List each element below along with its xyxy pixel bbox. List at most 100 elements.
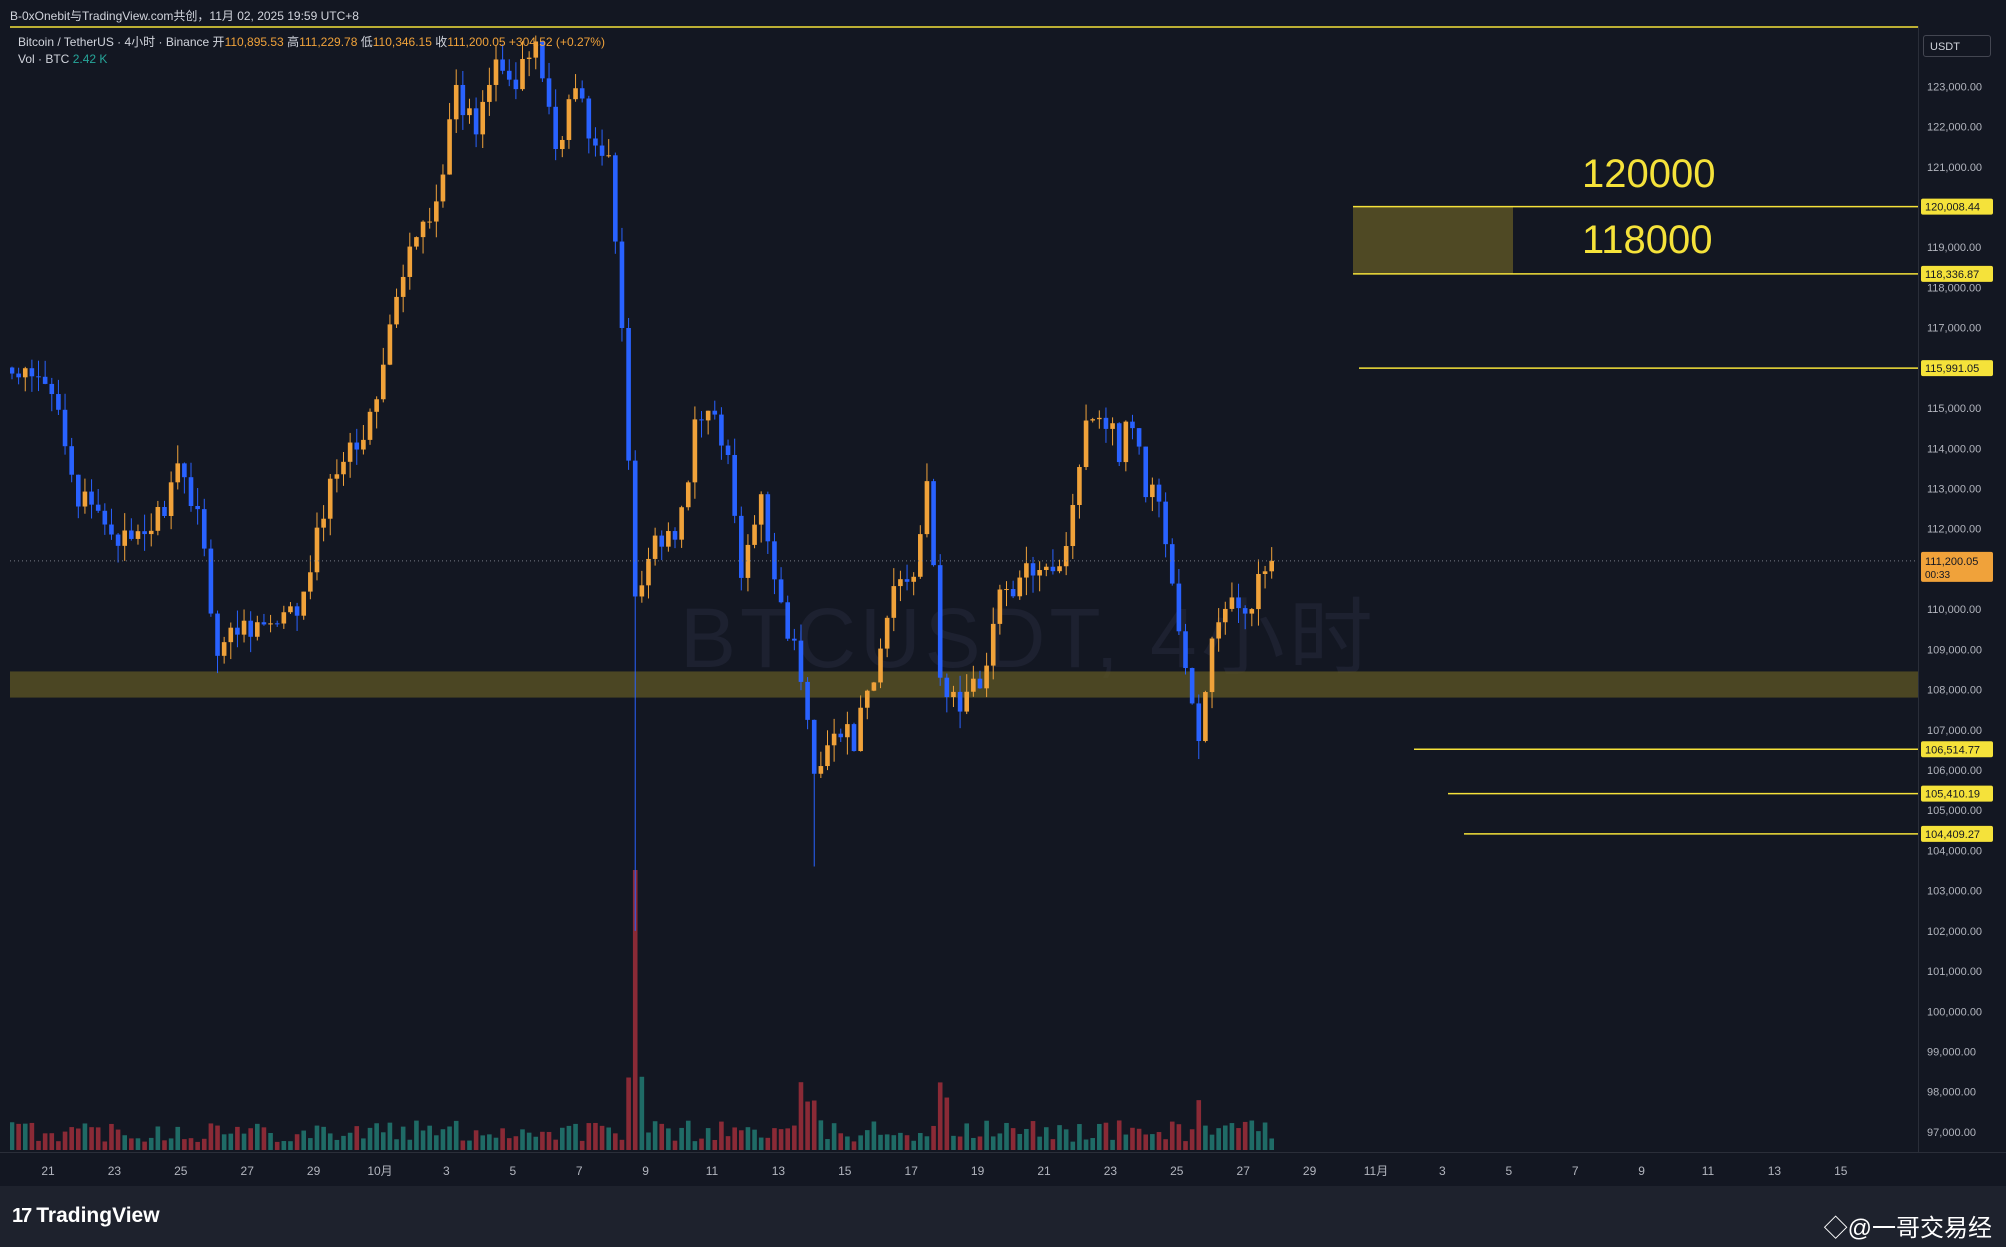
volume-bar <box>884 1134 890 1150</box>
candle <box>142 514 147 551</box>
candle <box>261 613 267 626</box>
candle-body <box>248 620 253 637</box>
candle-body <box>294 606 300 616</box>
volume-bar <box>380 1132 386 1150</box>
volume-bar <box>792 1125 797 1150</box>
candle <box>241 609 247 643</box>
candle-body <box>666 531 671 547</box>
candle-body <box>811 719 817 774</box>
volume-bar <box>805 1101 810 1150</box>
price-axis-svg[interactable]: 123,000.00122,000.00121,000.00120,000.00… <box>1919 26 2006 1152</box>
candle <box>400 264 406 313</box>
volume-bar <box>878 1134 883 1150</box>
volume-bar <box>772 1128 777 1150</box>
candle <box>871 681 877 692</box>
time-tick-label: 3 <box>443 1164 450 1178</box>
time-axis-svg[interactable]: 21 23 25 27 29 10月 3 5 7 9 11 13 15 17 19 21 23 25 27 29 11月… <box>0 1153 2006 1187</box>
candle <box>162 500 167 518</box>
candle-body <box>626 327 631 461</box>
candle <box>785 595 791 641</box>
volume-bar <box>931 1125 936 1150</box>
candle <box>235 610 240 648</box>
time-tick-label: 13 <box>1768 1164 1782 1178</box>
chart-pane[interactable]: BTCUSDT, 4小时 120000 118000 <box>10 26 1918 1152</box>
candle <box>109 508 114 540</box>
candle <box>195 488 200 525</box>
volume-bar <box>400 1126 406 1150</box>
candle-body <box>1150 484 1155 498</box>
candle <box>268 614 273 633</box>
time-axis[interactable]: 21 23 25 27 29 10月 3 5 7 9 11 13 15 17 19 21 23 25 27 29 11月… <box>0 1152 2006 1187</box>
candle <box>188 462 194 512</box>
candle <box>778 567 784 604</box>
candle-body <box>215 613 220 656</box>
volume-bar <box>719 1121 724 1150</box>
candle-body <box>380 364 386 400</box>
price-chart-svg[interactable] <box>10 26 1918 1152</box>
volume-bar <box>148 1137 154 1150</box>
candle-body <box>308 572 313 592</box>
volume-bar <box>487 1134 492 1150</box>
volume-bar <box>1209 1134 1215 1150</box>
currency-selector[interactable]: USDT <box>1923 35 1991 57</box>
candle-body <box>281 612 287 624</box>
volume-bar <box>685 1120 691 1150</box>
price-axis[interactable]: 123,000.00122,000.00121,000.00120,000.00… <box>1918 26 2006 1152</box>
zone-top-label: 120000 <box>1582 152 1716 196</box>
price-level-badge <box>1921 825 1993 842</box>
time-tick-label: 9 <box>642 1164 649 1178</box>
resistance-zone <box>1353 206 1513 274</box>
candle <box>447 102 452 175</box>
volume-bar <box>526 1132 532 1150</box>
candle <box>367 408 373 445</box>
volume-bar <box>102 1141 108 1150</box>
candle <box>22 366 28 392</box>
volume-bar <box>1169 1121 1175 1150</box>
candle <box>95 488 101 513</box>
volume-bar <box>818 1120 824 1150</box>
time-tick-label: 25 <box>1170 1164 1184 1178</box>
candle <box>593 127 598 157</box>
legend-volume-label[interactable]: Vol · BTC <box>18 52 70 66</box>
candle-body <box>162 506 167 517</box>
volume-bar <box>1136 1128 1142 1150</box>
candle <box>1143 446 1149 503</box>
volume-bar <box>347 1132 353 1150</box>
candle <box>626 317 631 470</box>
candle <box>540 40 545 82</box>
candle <box>672 527 678 549</box>
candle-body <box>1143 446 1149 498</box>
volume-bar <box>29 1122 35 1150</box>
candle-body <box>95 504 101 511</box>
candle <box>1203 690 1208 743</box>
volume-bar <box>911 1140 916 1150</box>
candle-body <box>553 106 558 150</box>
price-level-label: 105,410.19 <box>1925 789 1980 801</box>
price-tick-label: 119,000.00 <box>1927 242 1981 254</box>
volume-bar <box>235 1126 240 1150</box>
candle <box>49 377 55 412</box>
candle-body <box>546 78 552 107</box>
candle-body <box>334 474 340 479</box>
candle-body <box>904 579 910 582</box>
tradingview-logo[interactable]: 17 TradingView <box>12 1204 160 1228</box>
zone-bottom-label: 118000 <box>1582 218 1713 262</box>
candle-body <box>480 101 486 135</box>
candle <box>215 610 220 674</box>
volume-bar <box>10 1122 15 1150</box>
time-tick-label: 7 <box>1572 1164 1579 1178</box>
candle <box>1176 569 1182 635</box>
candle-body <box>619 241 625 328</box>
time-tick-label: 3 <box>1439 1164 1446 1178</box>
candle-body <box>1176 583 1182 632</box>
legend-symbol[interactable]: Bitcoin / TetherUS · 4小时 · Binance <box>18 35 210 49</box>
time-tick-label: 15 <box>838 1164 852 1178</box>
volume-bar <box>758 1137 764 1150</box>
volume-bar <box>864 1130 870 1150</box>
candle-body <box>506 70 512 80</box>
volume-bar <box>49 1133 55 1150</box>
candle <box>632 450 638 931</box>
volume-bar <box>858 1135 863 1150</box>
volume-bar <box>666 1128 671 1150</box>
volume-bar <box>387 1122 393 1150</box>
